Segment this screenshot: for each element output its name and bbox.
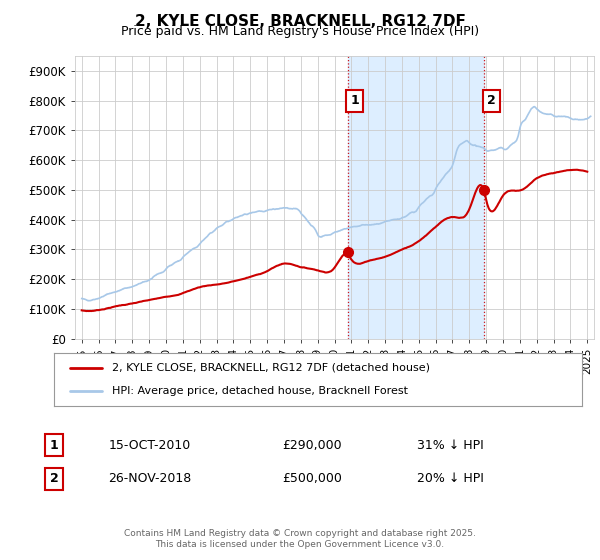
Text: £500,000: £500,000 <box>282 472 342 486</box>
Text: 2: 2 <box>50 472 58 486</box>
Text: 2, KYLE CLOSE, BRACKNELL, RG12 7DF (detached house): 2, KYLE CLOSE, BRACKNELL, RG12 7DF (deta… <box>112 363 430 373</box>
Bar <box>348 56 484 339</box>
Text: 1: 1 <box>350 94 359 107</box>
Text: Price paid vs. HM Land Registry's House Price Index (HPI): Price paid vs. HM Land Registry's House … <box>121 25 479 38</box>
Text: 2, KYLE CLOSE, BRACKNELL, RG12 7DF: 2, KYLE CLOSE, BRACKNELL, RG12 7DF <box>134 14 466 29</box>
Text: £290,000: £290,000 <box>282 438 342 452</box>
Text: 26-NOV-2018: 26-NOV-2018 <box>109 472 191 486</box>
Text: 1: 1 <box>50 438 58 452</box>
Text: 15-OCT-2010: 15-OCT-2010 <box>109 438 191 452</box>
Text: HPI: Average price, detached house, Bracknell Forest: HPI: Average price, detached house, Brac… <box>112 386 408 396</box>
Text: Contains HM Land Registry data © Crown copyright and database right 2025.
This d: Contains HM Land Registry data © Crown c… <box>124 529 476 549</box>
Text: 31% ↓ HPI: 31% ↓ HPI <box>416 438 484 452</box>
Text: 20% ↓ HPI: 20% ↓ HPI <box>416 472 484 486</box>
Text: 2: 2 <box>487 94 496 107</box>
